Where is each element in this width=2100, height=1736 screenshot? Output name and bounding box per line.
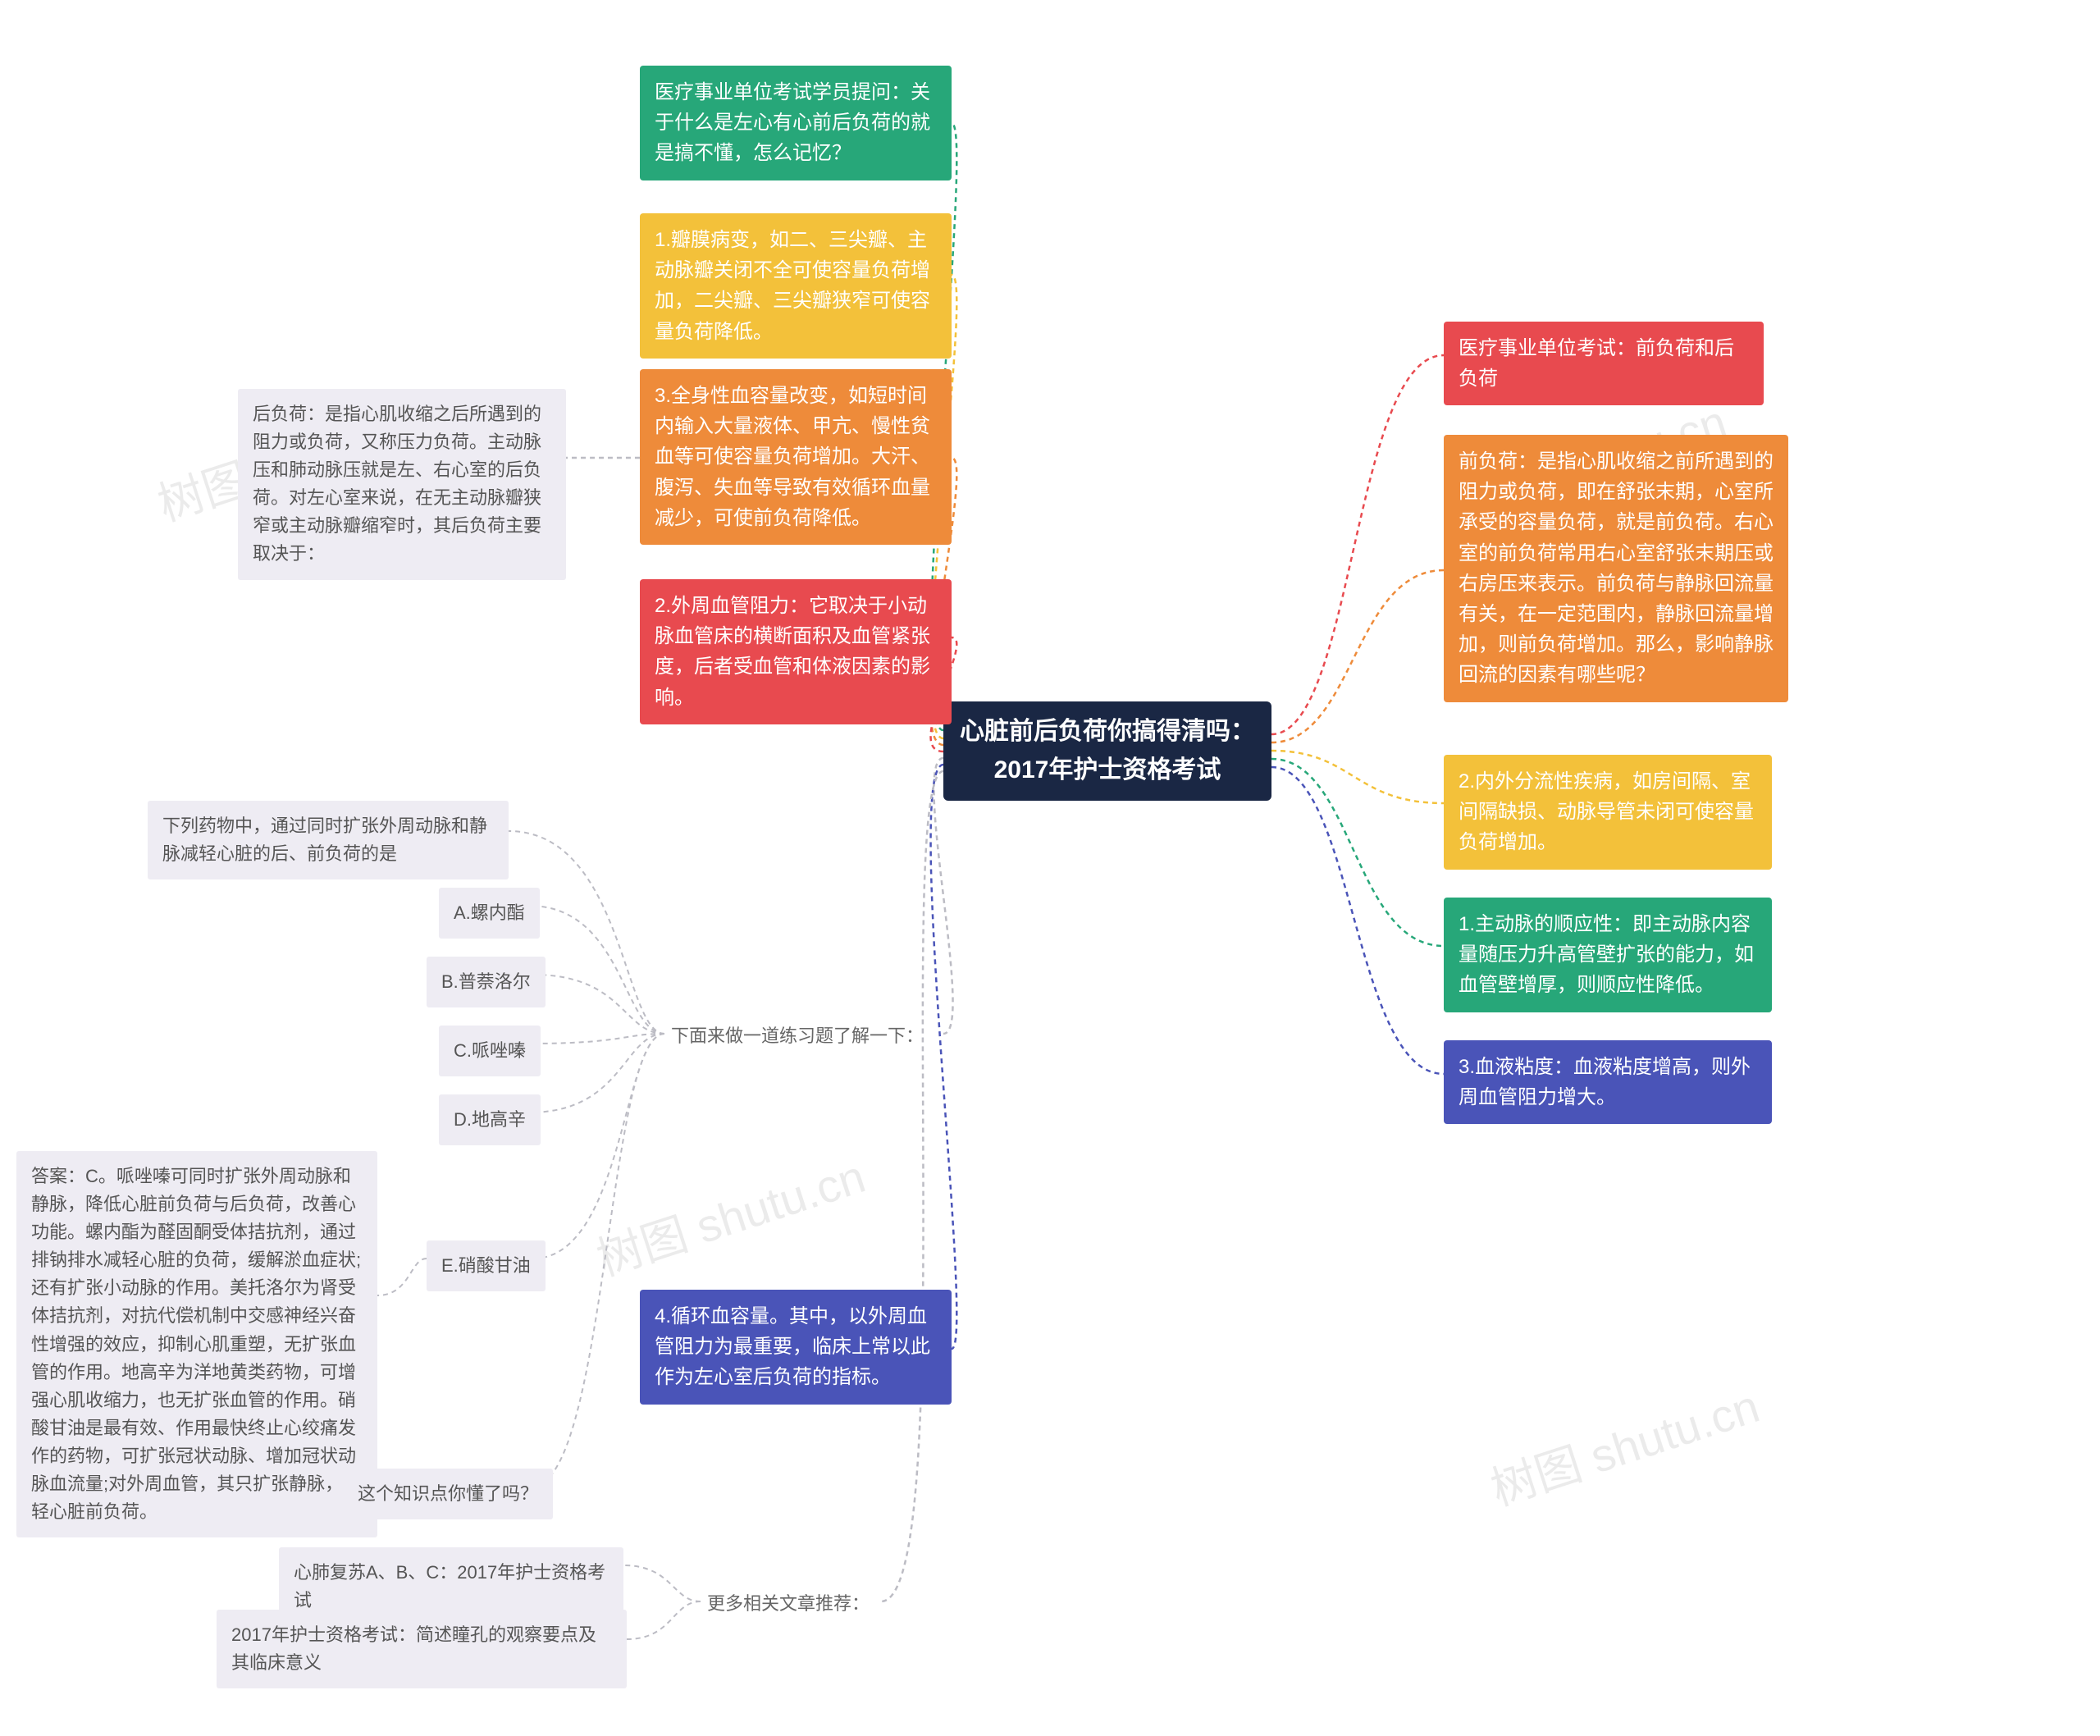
left-node-circ-volume: 4.循环血容量。其中，以外周血管阻力为最重要，临床上常以此作为左心室后负荷的指标… bbox=[640, 1290, 952, 1405]
left-node-peripheral-resistance: 2.外周血管阻力：它取决于小动脉血管床的横断面积及血管紧张度，后者受血管和体液因… bbox=[640, 579, 952, 724]
option-c: C.哌唑嗪 bbox=[439, 1026, 541, 1076]
recommend-label: 更多相关文章推荐： bbox=[701, 1585, 881, 1623]
right-node-exam-title: 医疗事业单位考试：前负荷和后负荷 bbox=[1444, 322, 1764, 405]
left-node-question: 医疗事业单位考试学员提问：关于什么是左心有心前后负荷的就是搞不懂，怎么记忆？ bbox=[640, 66, 952, 180]
left-node-afterload-def: 后负荷：是指心肌收缩之后所遇到的阻力或负荷，又称压力负荷。主动脉压和肺动脉压就是… bbox=[238, 389, 566, 580]
right-node-aorta-compliance: 1.主动脉的顺应性：即主动脉内容量随压力升高管壁扩张的能力，如血管壁增厚，则顺应… bbox=[1444, 898, 1772, 1012]
right-node-preload-def: 前负荷：是指心肌收缩之前所遇到的阻力或负荷，即在舒张末期，心室所承受的容量负荷，… bbox=[1444, 435, 1788, 702]
recommend-link-2: 2017年护士资格考试：简述瞳孔的观察要点及其临床意义 bbox=[217, 1610, 627, 1688]
practice-label: 下面来做一道练习题了解一下： bbox=[664, 1017, 943, 1055]
option-a: A.螺内酯 bbox=[439, 888, 540, 939]
option-b: B.普萘洛尔 bbox=[427, 957, 546, 1007]
understood-prompt: 这个知识点你懂了吗？ bbox=[343, 1469, 553, 1519]
option-e: E.硝酸甘油 bbox=[427, 1240, 546, 1291]
left-node-volume-change: 3.全身性血容量改变，如短时间内输入大量液体、甲亢、慢性贫血等可使容量负荷增加。… bbox=[640, 369, 952, 545]
practice-question: 下列药物中，通过同时扩张外周动脉和静脉减轻心脏的后、前负荷的是 bbox=[148, 801, 509, 879]
right-node-blood-viscosity: 3.血液粘度：血液粘度增高，则外周血管阻力增大。 bbox=[1444, 1040, 1772, 1124]
right-node-shunt: 2.内外分流性疾病，如房间隔、室间隔缺损、动脉导管未闭可使容量负荷增加。 bbox=[1444, 755, 1772, 870]
watermark: 树图 shutu.cn bbox=[587, 1140, 873, 1290]
watermark: 树图 shutu.cn bbox=[1481, 1370, 1767, 1519]
option-d: D.地高辛 bbox=[439, 1094, 541, 1145]
left-node-valve: 1.瓣膜病变，如二、三尖瓣、主动脉瓣关闭不全可使容量负荷增加，二尖瓣、三尖瓣狭窄… bbox=[640, 213, 952, 359]
center-topic: 心脏前后负荷你搞得清吗：2017年护士资格考试 bbox=[943, 701, 1271, 801]
answer-explanation: 答案：C。哌唑嗪可同时扩张外周动脉和静脉，降低心脏前负荷与后负荷，改善心功能。螺… bbox=[16, 1151, 377, 1537]
